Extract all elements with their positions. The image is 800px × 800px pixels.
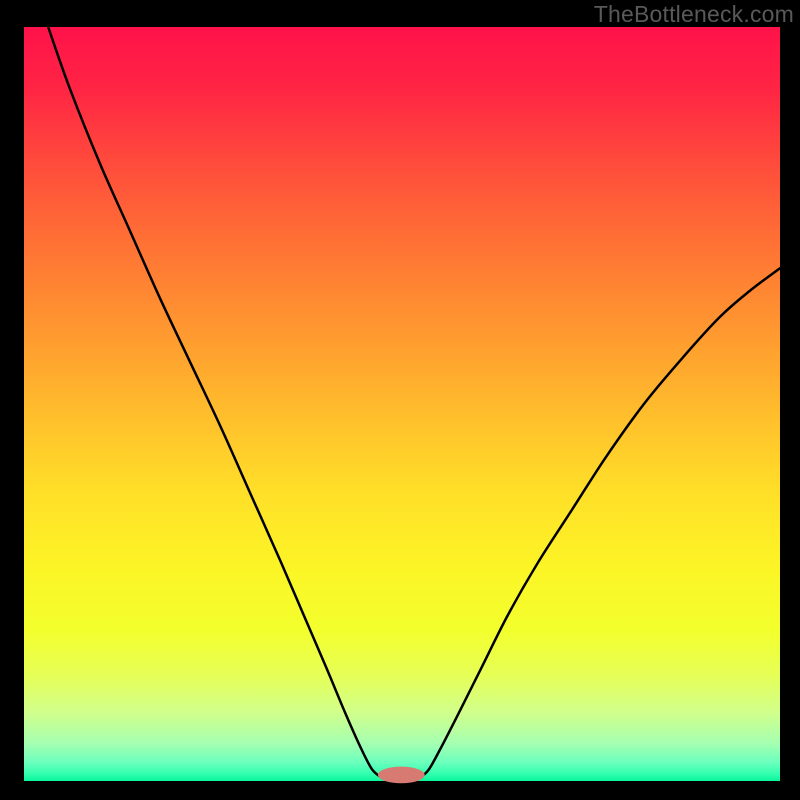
- watermark-label: TheBottleneck.com: [594, 0, 794, 28]
- optimum-marker: [378, 767, 425, 784]
- bottleneck-chart: [0, 0, 800, 800]
- plot-background: [24, 27, 780, 781]
